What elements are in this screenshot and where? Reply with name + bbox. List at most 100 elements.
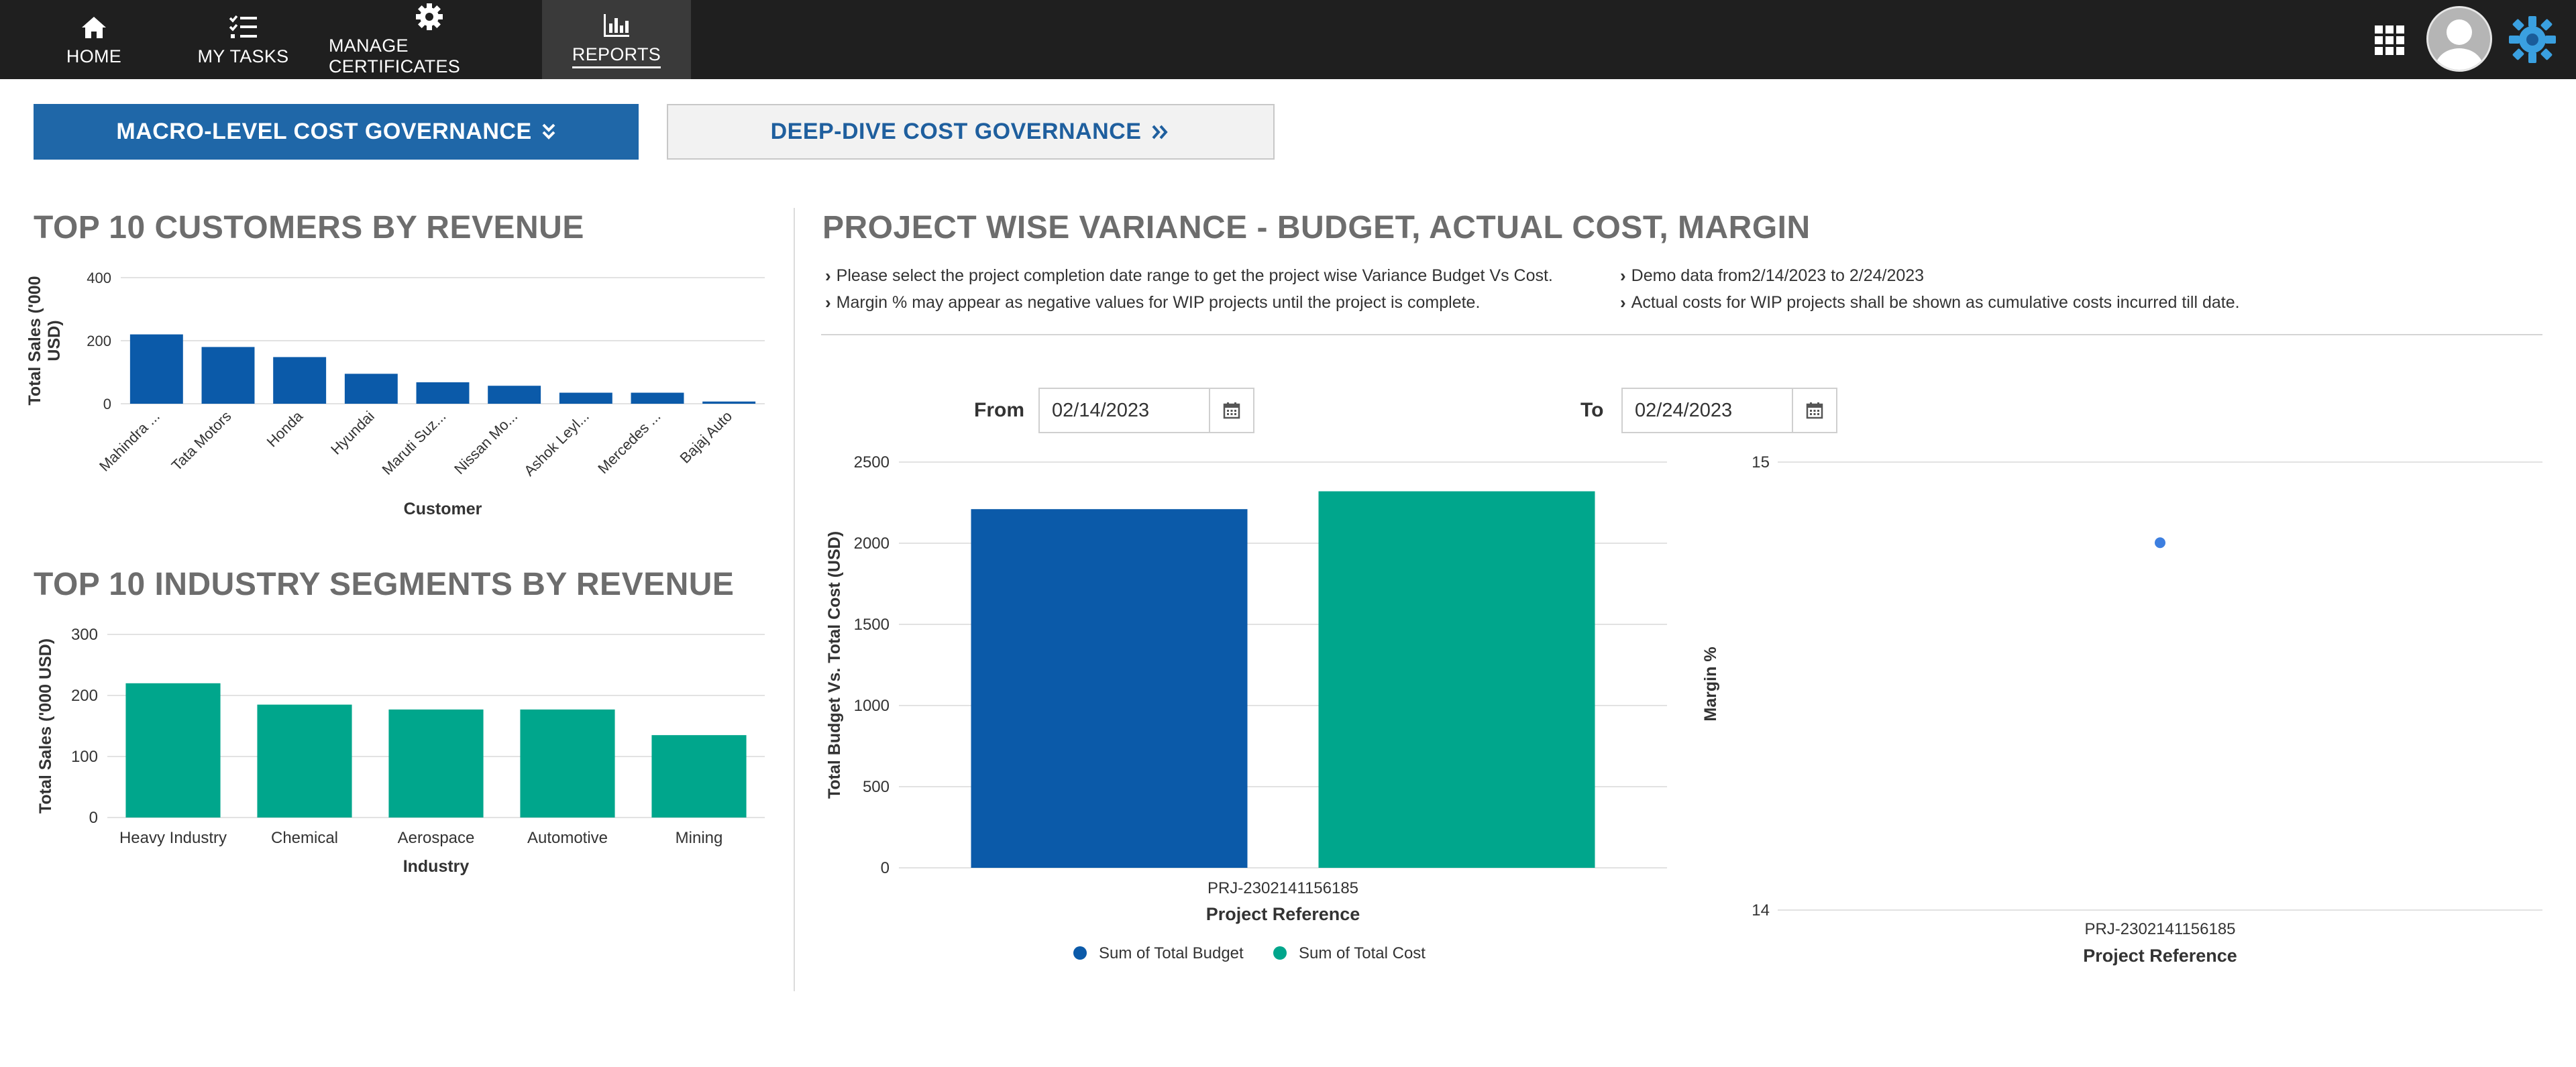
legend-label: Sum of Total Cost <box>1299 944 1426 962</box>
x-tick-label: Nissan Mo... <box>451 408 521 478</box>
bar <box>125 683 221 818</box>
legend-marker <box>1073 946 1087 960</box>
macro-level-cost-governance-label: MACRO-LEVEL COST GOVERNANCE <box>116 119 532 144</box>
note-demo-data-text: Demo data from2/14/2023 to 2/24/2023 <box>1631 266 1925 285</box>
top-navigation-bar: HOME MY TASKS <box>0 0 2576 79</box>
y-tick-label: 2500 <box>854 453 890 471</box>
chevron-right-icon: › <box>1620 266 1626 286</box>
y-tick-label: 400 <box>87 270 111 286</box>
from-date-field <box>1038 388 1254 433</box>
note-margin-negative-text: Margin % may appear as negative values f… <box>836 293 1481 312</box>
bar <box>651 735 747 818</box>
to-date-field <box>1621 388 1837 433</box>
bar <box>631 392 684 404</box>
y-tick-label: 200 <box>87 333 111 349</box>
to-label: To <box>1580 399 1604 421</box>
bar <box>257 704 352 818</box>
calendar-icon <box>1223 402 1240 419</box>
y-axis-label: Total Sales ('000 USD) <box>36 638 55 813</box>
y-tick-label: 100 <box>71 748 98 766</box>
bar <box>559 392 612 404</box>
chevron-right-icon: › <box>825 292 831 313</box>
note-margin-negative: › Margin % may appear as negative values … <box>825 292 1480 313</box>
y-axis-label: Margin % <box>1701 647 1720 721</box>
apps-grid-icon[interactable] <box>2373 24 2406 56</box>
bar <box>520 709 615 818</box>
vertical-divider <box>794 208 795 991</box>
x-axis-label: Industry <box>403 857 470 876</box>
note-actual-costs-text: Actual costs for WIP projects shall be s… <box>1631 293 2240 312</box>
y-axis-label: Total Budget Vs. Total Cost (USD) <box>825 531 844 799</box>
budget-vs-cost-chart: 0 500 1000 1500 2000 2500 PRJ-2302141156185 Pro… <box>825 453 1667 962</box>
chevron-right-icon: › <box>825 266 831 286</box>
from-label: From <box>974 399 1024 421</box>
bar <box>388 709 484 818</box>
notes-divider <box>821 334 2542 335</box>
nav-my-tasks[interactable]: MY TASKS <box>195 0 292 79</box>
bar <box>273 357 327 404</box>
y-tick-label: 15 <box>1752 453 1770 471</box>
bar <box>416 382 470 404</box>
double-chevron-right-icon <box>1150 124 1171 140</box>
y-tick-label: 2000 <box>854 535 890 553</box>
macro-level-cost-governance-button[interactable]: MACRO-LEVEL COST GOVERNANCE <box>34 104 639 160</box>
legend-label: Sum of Total Budget <box>1099 944 1244 962</box>
bar-total-cost <box>1318 491 1595 868</box>
x-tick-label: Automotive <box>527 829 608 847</box>
y-tick-label: 0 <box>881 859 890 877</box>
x-tick-label: Mahindra ... <box>96 408 163 475</box>
double-chevron-down-icon <box>541 122 556 142</box>
y-tick-label: 0 <box>89 809 98 827</box>
x-tick-label: Hyundai <box>327 408 378 458</box>
chevron-right-icon: › <box>1620 292 1626 313</box>
note-select-date-range-text: Please select the project completion dat… <box>836 266 1553 285</box>
y-tick-label: 0 <box>103 396 111 412</box>
to-date-input[interactable] <box>1623 389 1792 432</box>
bar <box>201 347 255 404</box>
from-calendar-button[interactable] <box>1209 389 1253 432</box>
x-axis-label: Project Reference <box>1206 904 1360 924</box>
x-tick-label: Heavy Industry <box>119 829 227 847</box>
variance-title: PROJECT WISE VARIANCE - BUDGET, ACTUAL C… <box>822 210 1811 245</box>
nav-home[interactable]: HOME <box>54 0 134 79</box>
bar-chart-icon <box>602 11 631 40</box>
bar <box>488 386 541 404</box>
nav-reports[interactable]: REPORTS <box>542 0 691 79</box>
note-demo-data: › Demo data from2/14/2023 to 2/24/2023 <box>1620 266 1924 286</box>
nav-manage-certificates[interactable]: MANAGE CERTIFICATES <box>329 0 530 79</box>
from-date-input[interactable] <box>1040 389 1209 432</box>
company-logo-icon <box>2502 11 2563 68</box>
y-axis-label: Total Sales ('000USD) <box>25 276 64 405</box>
x-tick-label: PRJ-2302141156185 <box>1208 879 1358 897</box>
industry-chart-title: TOP 10 INDUSTRY SEGMENTS BY REVENUE <box>34 567 735 602</box>
note-actual-costs: › Actual costs for WIP projects shall be … <box>1620 292 2240 313</box>
calendar-icon <box>1806 402 1823 419</box>
x-tick-label: Honda <box>264 407 307 450</box>
y-tick-label: 200 <box>71 687 98 705</box>
y-tick-label: 1000 <box>854 697 890 715</box>
x-tick-label: Maruti Suz... <box>379 408 449 478</box>
deep-dive-cost-governance-button[interactable]: DEEP-DIVE COST GOVERNANCE <box>667 104 1275 160</box>
x-tick-label: PRJ-2302141156185 <box>2084 920 2235 938</box>
x-tick-label: Aerospace <box>398 829 475 847</box>
x-tick-label: Bajaj Auto <box>676 408 735 467</box>
x-tick-label: Chemical <box>271 829 338 847</box>
deep-dive-cost-governance-label: DEEP-DIVE COST GOVERNANCE <box>770 119 1142 144</box>
customers-chart-title: TOP 10 CUSTOMERS BY REVENUE <box>34 210 584 245</box>
bar-total-budget <box>971 509 1248 868</box>
y-tick-label: 500 <box>863 778 890 796</box>
note-select-date-range: › Please select the project completion da… <box>825 266 1553 286</box>
user-avatar[interactable] <box>2426 6 2492 72</box>
nav-my-tasks-label: MY TASKS <box>197 46 289 66</box>
x-tick-label: Tata Motors <box>168 408 235 474</box>
gear-icon <box>415 2 443 32</box>
margin-chart: 14 15 PRJ-2302141156185 Project Reference Ma… <box>1701 453 2542 966</box>
y-tick-label: 300 <box>71 626 98 644</box>
industry-revenue-chart: 0 100 200 300 Heavy Industry Chemical Aerospac… <box>36 626 765 876</box>
bar <box>702 401 756 404</box>
margin-point <box>2155 537 2165 549</box>
x-tick-label: Ashok Leyl... <box>521 408 592 480</box>
to-calendar-button[interactable] <box>1792 389 1836 432</box>
y-tick-label: 14 <box>1752 901 1770 919</box>
task-list-icon <box>229 13 258 42</box>
